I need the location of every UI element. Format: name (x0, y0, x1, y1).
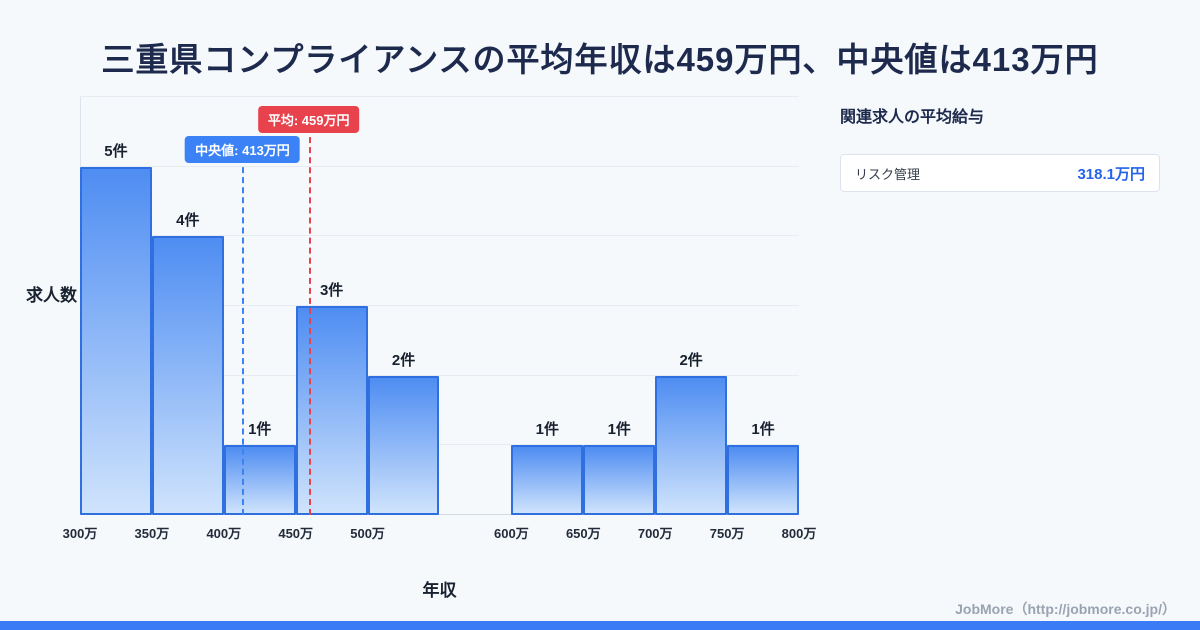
histogram-bar[interactable] (151, 236, 224, 515)
x-axis-ticks: 300万 350万 400万 450万 500万 600万 650万 700万 750万 800万 (63, 523, 817, 543)
mean-line (308, 117, 311, 515)
histogram-bar[interactable] (295, 306, 368, 515)
x-tick-label: 750万 (709, 526, 745, 541)
x-tick-label: 350万 (134, 526, 170, 541)
gridline (80, 305, 799, 306)
sidebar-title: 関連求人の平均給与 (840, 109, 985, 126)
bar-count-label: 1件 (535, 421, 560, 439)
histogram-bar[interactable] (367, 375, 440, 515)
median-line (242, 147, 245, 515)
x-tick-label: 600万 (494, 526, 529, 541)
bar-count-label: 1件 (607, 421, 631, 439)
bar-count-label: 3件 (319, 282, 344, 299)
x-axis-label: 年収 (422, 581, 457, 600)
bar-count-label: 2件 (679, 351, 703, 369)
x-tick-label: 450万 (278, 526, 314, 541)
page-title: 三重県コンプライアンスの平均年収は459万円、中央値は413万円 (101, 41, 1099, 78)
histogram-bar[interactable] (223, 445, 296, 515)
x-tick-label: 500万 (350, 526, 385, 541)
gridline (80, 235, 799, 237)
x-tick-label: 700万 (637, 526, 673, 541)
histogram-bar[interactable] (727, 445, 799, 515)
y-axis-label: 求人数 (26, 286, 77, 305)
gridline (80, 165, 799, 167)
bar-count-label: 5件 (104, 142, 128, 160)
related-job-card[interactable]: リスク管理 318.1万円 (840, 154, 1160, 192)
x-tick-label: 800万 (781, 526, 817, 541)
histogram-bar[interactable] (511, 445, 584, 515)
mean-badge: 平均: 459万円 (257, 106, 360, 133)
bottom-accent-bar (0, 621, 1200, 630)
gridline (80, 444, 799, 446)
related-job-salary: 318.1万円 (1077, 165, 1145, 183)
x-tick-label: 650万 (565, 526, 601, 541)
x-tick-label: 300万 (62, 526, 98, 541)
histogram-bar[interactable] (655, 375, 728, 515)
bar-count-label: 2件 (391, 351, 416, 369)
x-tick-label: 400万 (206, 526, 242, 541)
median-badge: 中央値: 413万円 (185, 136, 300, 163)
histogram-bar[interactable] (80, 166, 152, 515)
histogram-bar[interactable] (583, 445, 656, 515)
gridline (80, 96, 799, 97)
bar-count-label: 1件 (751, 421, 775, 439)
x-axis-line (80, 514, 799, 515)
bar-count-label: 1件 (248, 421, 272, 439)
gridline (80, 374, 799, 376)
bar-count-label: 4件 (176, 212, 200, 230)
sidebar: 関連求人の平均給与 リスク管理 318.1万円 (840, 103, 1160, 192)
footer-credit: JobMore（http://jobmore.co.jp/） (955, 601, 1176, 617)
plot-area: 平均: 459万円 中央値: 413万円 5件 4件 1件 3件 2件 1件 1件 2件 1件 (80, 96, 799, 515)
related-job-name: リスク管理 (855, 166, 921, 182)
